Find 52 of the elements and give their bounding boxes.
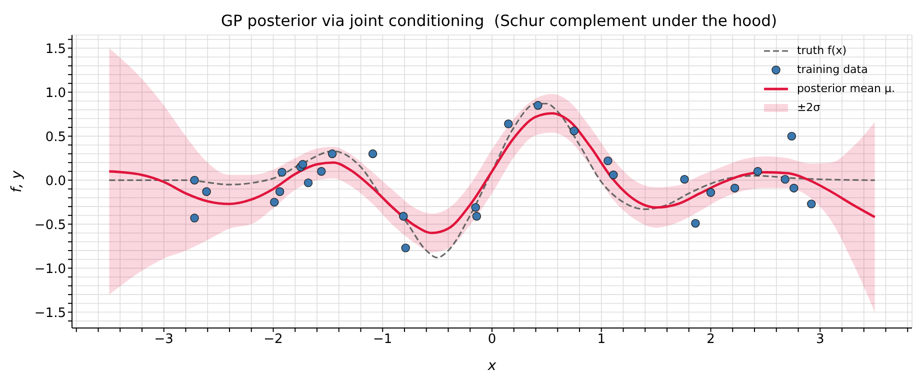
point — [278, 168, 286, 177]
y-tick-label: 1.0 — [45, 86, 66, 101]
x-tick-label: −2 — [264, 332, 283, 348]
y-tick-label: −1.0 — [34, 262, 66, 277]
point — [753, 167, 762, 176]
point — [472, 212, 482, 221]
point — [787, 132, 796, 141]
x-tick-label: 0 — [488, 332, 496, 348]
point — [275, 187, 284, 196]
point — [680, 174, 689, 184]
point — [298, 160, 308, 169]
legend-label: truth f(x) — [796, 43, 847, 59]
point — [570, 126, 578, 136]
y-tick-label: −0.5 — [34, 218, 66, 233]
y-tick-label: 0.0 — [45, 174, 66, 189]
x-tick-label: −3 — [154, 332, 174, 348]
point — [368, 149, 378, 158]
x-tick-label: 3 — [816, 332, 824, 348]
legend-label: posterior mean μ. — [796, 81, 895, 97]
line-series — [108, 102, 876, 258]
point — [190, 176, 199, 185]
y-tick-label: 0.5 — [45, 130, 66, 145]
point — [401, 244, 410, 252]
point — [202, 187, 211, 196]
x-axis-title: x — [486, 358, 497, 374]
point — [190, 214, 199, 222]
point — [304, 178, 313, 188]
x-tick-label: 2 — [706, 332, 715, 348]
point — [328, 149, 337, 158]
point — [780, 174, 790, 184]
point — [534, 101, 542, 110]
annotation: ±2σ — [796, 100, 820, 116]
legend-label: training data — [796, 62, 868, 78]
point — [471, 203, 480, 212]
line-series — [108, 112, 876, 234]
point — [706, 188, 716, 197]
y-tick-label: 1.5 — [45, 42, 66, 57]
y-tick-label: −1.5 — [34, 306, 66, 321]
point — [730, 184, 740, 192]
point — [691, 218, 700, 228]
x-tick-label: 1 — [597, 332, 606, 348]
point — [317, 167, 326, 176]
point — [399, 212, 408, 221]
point — [604, 156, 612, 166]
y-axis-title: f, y — [8, 170, 25, 192]
chart-title: GP posterior via joint conditioning (Schur complement under the hood) — [220, 12, 778, 30]
point — [807, 200, 816, 208]
x-tick-label: −1 — [373, 332, 392, 348]
point — [790, 184, 798, 192]
point — [609, 170, 618, 180]
point — [504, 120, 513, 128]
point — [270, 198, 279, 207]
